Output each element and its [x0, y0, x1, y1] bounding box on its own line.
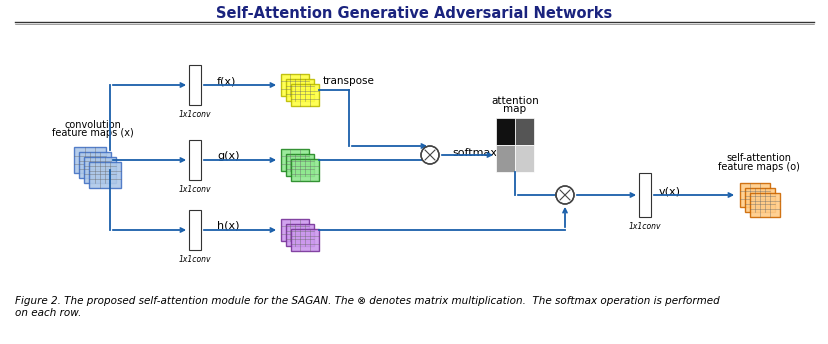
- Bar: [79, 152, 111, 178]
- Text: on each row.: on each row.: [15, 308, 81, 318]
- Bar: [286, 224, 314, 246]
- Bar: [189, 210, 200, 250]
- Text: feature maps (x): feature maps (x): [52, 128, 133, 138]
- Text: convolution: convolution: [65, 120, 121, 130]
- Bar: [495, 118, 514, 145]
- Text: 1x1conv: 1x1conv: [179, 110, 211, 119]
- Bar: [281, 149, 309, 171]
- Bar: [189, 65, 200, 105]
- Bar: [286, 154, 314, 176]
- Bar: [291, 229, 319, 251]
- Circle shape: [556, 186, 573, 204]
- Text: g(x): g(x): [217, 151, 239, 161]
- Bar: [286, 79, 314, 101]
- Text: attention: attention: [490, 96, 538, 106]
- Text: Figure 2. The proposed self-attention module for the SAGAN. The ⊗ denotes matrix: Figure 2. The proposed self-attention mo…: [15, 296, 719, 306]
- Text: 1x1conv: 1x1conv: [179, 185, 211, 194]
- Circle shape: [421, 146, 439, 164]
- Bar: [495, 145, 514, 172]
- Bar: [744, 188, 774, 212]
- Text: feature maps (o): feature maps (o): [717, 162, 799, 172]
- Bar: [638, 173, 650, 217]
- Bar: [89, 162, 121, 188]
- Bar: [291, 84, 319, 106]
- Text: map: map: [503, 104, 526, 114]
- Text: h(x): h(x): [217, 221, 239, 231]
- Text: 1x1conv: 1x1conv: [628, 222, 661, 231]
- Bar: [514, 145, 533, 172]
- Bar: [84, 157, 116, 183]
- Text: f(x): f(x): [217, 76, 236, 86]
- Bar: [514, 118, 533, 145]
- Text: v(x): v(x): [658, 186, 680, 196]
- Text: transpose: transpose: [323, 76, 374, 86]
- Bar: [281, 74, 309, 96]
- Text: self-attention: self-attention: [725, 153, 791, 163]
- Text: softmax: softmax: [451, 148, 497, 158]
- Bar: [291, 159, 319, 181]
- Bar: [749, 193, 779, 217]
- Bar: [739, 183, 769, 207]
- Text: 1x1conv: 1x1conv: [179, 255, 211, 264]
- Text: Self-Attention Generative Adversarial Networks: Self-Attention Generative Adversarial Ne…: [215, 7, 611, 21]
- Bar: [189, 140, 200, 180]
- Bar: [281, 219, 309, 241]
- Bar: [74, 147, 106, 173]
